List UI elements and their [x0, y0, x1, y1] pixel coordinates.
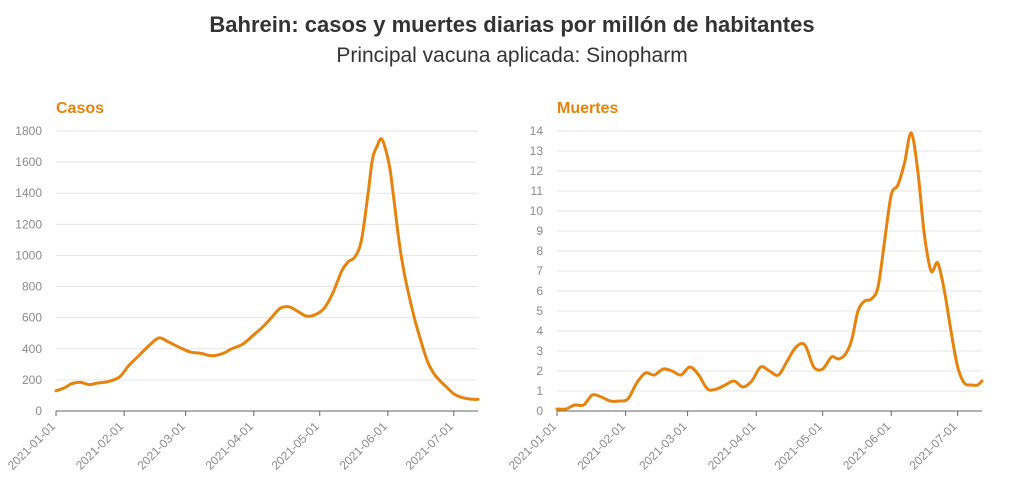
casos-series-line — [54, 137, 480, 401]
muertes-title: Muertes — [557, 100, 618, 117]
casos-y-tick-label: 0 — [35, 404, 42, 418]
muertes-y-tick-label: 13 — [530, 144, 544, 158]
casos-y-tick-label: 1000 — [15, 248, 42, 262]
muertes-y-tick-label: 11 — [531, 184, 544, 198]
muertes-y-tick-label: 14 — [530, 124, 544, 138]
casos-y-tick-label: 1400 — [15, 186, 42, 200]
casos-y-tick-label: 1600 — [15, 155, 42, 169]
muertes-y-tick-label: 9 — [536, 224, 543, 238]
muertes-y-tick-label: 12 — [530, 164, 544, 178]
muertes-x-tick-label: 2021-04-01 — [705, 419, 759, 473]
muertes-y-tick-label: 7 — [536, 264, 543, 278]
muertes-y-tick-label: 5 — [536, 304, 543, 318]
muertes-x-tick-label: 2021-05-01 — [771, 419, 825, 473]
casos-y-tick-label: 1800 — [15, 124, 42, 138]
casos-x-tick-label: 2021-02-01 — [73, 419, 127, 473]
casos-panel: Casos 0 200 400 600 800 1000 1200 1400 1600 1800 20… — [5, 100, 480, 473]
casos-x-tick-label: 2021-04-01 — [203, 419, 257, 473]
casos-y-tick-label: 1200 — [15, 217, 42, 231]
muertes-series-line — [555, 131, 984, 411]
muertes-y-tick-label: 4 — [536, 324, 543, 338]
casos-y-tick-label: 400 — [22, 342, 42, 356]
chart-subtitle: Principal vacuna aplicada: Sinopharm — [336, 44, 688, 67]
casos-x-tick-label: 2021-05-01 — [269, 419, 323, 473]
muertes-x-tick-label: 2021-06-01 — [840, 419, 894, 473]
muertes-y-tick-label: 2 — [536, 364, 543, 378]
chart-title: Bahrein: casos y muertes diarias por mil… — [209, 12, 815, 37]
muertes-y-tick-label: 6 — [536, 284, 543, 298]
muertes-x-tick-label: 2021-03-01 — [636, 419, 690, 473]
muertes-y-tick-label: 8 — [536, 244, 543, 258]
muertes-x-tick-label: 2021-02-01 — [574, 419, 628, 473]
muertes-x-tick-label: 2021-07-01 — [906, 419, 960, 473]
casos-y-tick-label: 200 — [22, 373, 42, 387]
casos-y-tick-label: 600 — [22, 311, 42, 325]
casos-x-tick-label: 2021-07-01 — [403, 419, 457, 473]
muertes-y-tick-label: 10 — [530, 204, 544, 218]
muertes-y-tick-label: 3 — [536, 344, 543, 358]
muertes-y-tick-label: 1 — [536, 384, 543, 398]
muertes-y-tick-label: 0 — [536, 404, 543, 418]
casos-title: Casos — [56, 100, 104, 117]
casos-x-tick-label: 2021-06-01 — [337, 419, 391, 473]
muertes-x-tick-label: 2021-01-01 — [506, 419, 560, 473]
casos-x-tick-label: 2021-01-01 — [5, 419, 59, 473]
casos-x-tick-label: 2021-03-01 — [134, 419, 188, 473]
casos-y-tick-label: 800 — [22, 280, 42, 294]
